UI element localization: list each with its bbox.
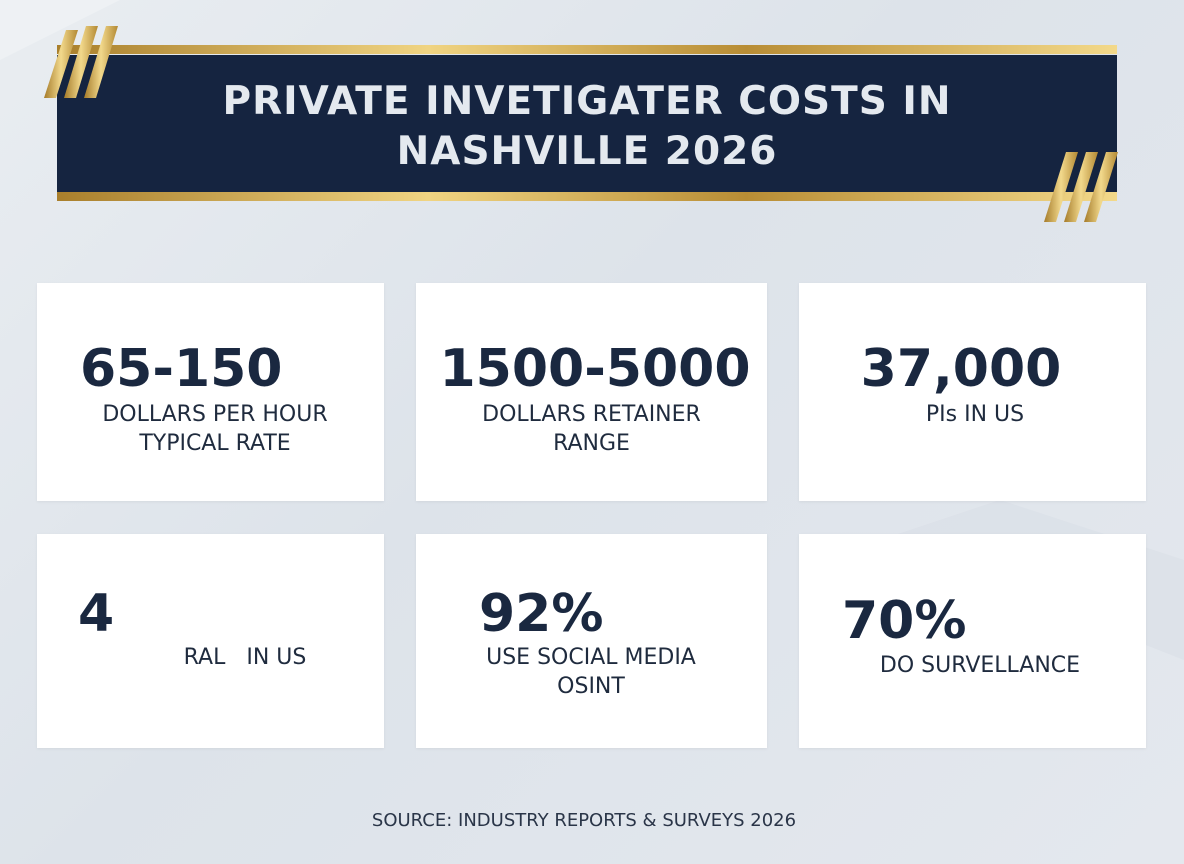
stat-card: 92% USE SOCIAL MEDIA OSINT	[416, 534, 767, 748]
title-line: PRIVATE INVETIGATER COSTS IN	[222, 79, 952, 124]
label-line: USE SOCIAL MEDIA	[486, 645, 696, 670]
stat-value: 65-150	[80, 339, 283, 399]
slash-group	[44, 26, 1118, 222]
stat-card: 4 RAL IN US	[37, 534, 384, 748]
source-note: SOURCE: INDUSTRY REPORTS & SURVEYS 2026	[371, 810, 797, 831]
label-line: DOLLARS RETAINER	[482, 402, 701, 427]
stat-value: 92%	[479, 584, 604, 644]
stat-card: 37,000 PIs IN US	[799, 283, 1146, 501]
stat-label: RAL IN US	[37, 643, 453, 672]
gold-bar	[57, 45, 1117, 54]
stat-card: 1500-5000 DOLLARS RETAINER RANGE	[416, 283, 767, 501]
label-line: OSINT	[557, 674, 625, 699]
title-line: NASHVILLE 2026	[396, 129, 778, 174]
stat-value: 1500-5000	[439, 339, 751, 399]
stat-label: USE SOCIAL MEDIA OSINT	[416, 643, 766, 701]
stat-label: DO SURVELLANCE	[799, 651, 1161, 680]
label-line: RANGE	[553, 431, 630, 456]
stat-value: 4	[78, 584, 115, 644]
gold-slashes	[44, 26, 1118, 222]
stat-label: DOLLARS RETAINER RANGE	[416, 400, 767, 458]
label-line: TYPICAL RATE	[139, 431, 291, 456]
label-line: DO SURVELLANCE	[879, 653, 1081, 678]
bg-shape	[0, 0, 120, 60]
banner	[57, 55, 1117, 192]
label-line: PIs IN US	[925, 402, 1025, 427]
stat-value: 70%	[842, 591, 967, 651]
stat-label: PIs IN US	[799, 400, 1151, 429]
stat-value: 37,000	[860, 339, 1062, 399]
label-line: RAL IN US	[183, 645, 307, 670]
stat-card: 70% DO SURVELLANCE	[799, 534, 1146, 748]
stat-card: 65-150 DOLLARS PER HOUR TYPICAL RATE	[37, 283, 384, 501]
gold-bar	[57, 192, 1117, 201]
label-line: DOLLARS PER HOUR	[102, 402, 328, 427]
stat-label: DOLLARS PER HOUR TYPICAL RATE	[37, 400, 393, 458]
